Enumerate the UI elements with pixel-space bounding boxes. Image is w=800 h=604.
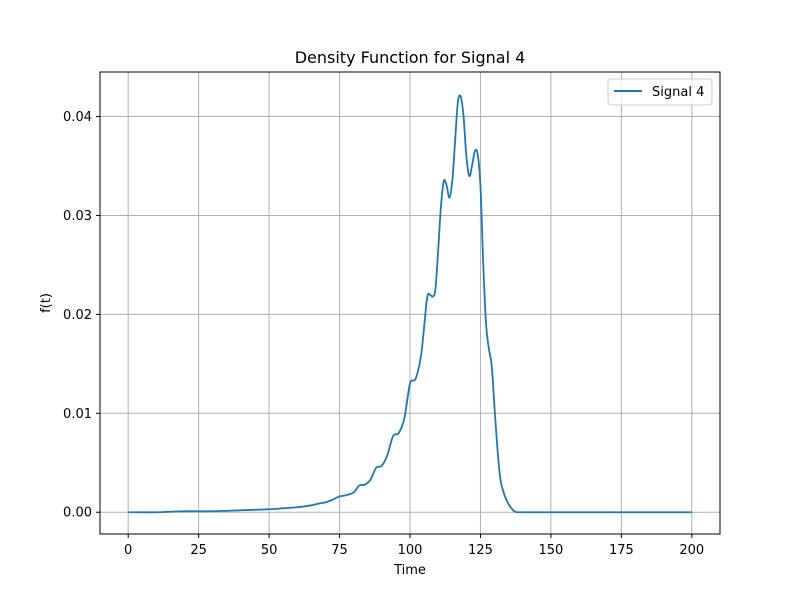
series-line-signal-4	[128, 94, 692, 514]
y-tick-label: 0.04	[63, 110, 92, 125]
y-tick-label: 0.00	[63, 506, 92, 521]
x-axis-label: Time	[393, 563, 426, 578]
series-layer	[128, 94, 692, 514]
ticks: 0 25 50 75 100 125 150 175 200 0.00 0.01 0.02 0.03 0.…	[63, 110, 704, 558]
x-tick-label: 175	[609, 543, 634, 558]
y-tick-label: 0.02	[63, 308, 92, 323]
y-axis-label: f(t)	[39, 293, 54, 313]
legend-box	[607, 78, 713, 106]
x-tick-label: 0	[124, 543, 132, 558]
x-tick-label: 25	[190, 543, 207, 558]
y-tick-label: 0.03	[63, 209, 92, 224]
chart-title: Density Function for Signal 4	[295, 48, 526, 67]
y-tick-label: 0.01	[63, 407, 92, 422]
x-tick-label: 150	[538, 543, 563, 558]
x-tick-label: 100	[398, 543, 423, 558]
legend: Signal 4	[607, 78, 713, 106]
x-tick-label: 200	[679, 543, 704, 558]
x-tick-label: 75	[331, 543, 348, 558]
x-tick-label: 125	[468, 543, 493, 558]
x-tick-label: 50	[261, 543, 278, 558]
legend-label: Signal 4	[652, 85, 704, 100]
